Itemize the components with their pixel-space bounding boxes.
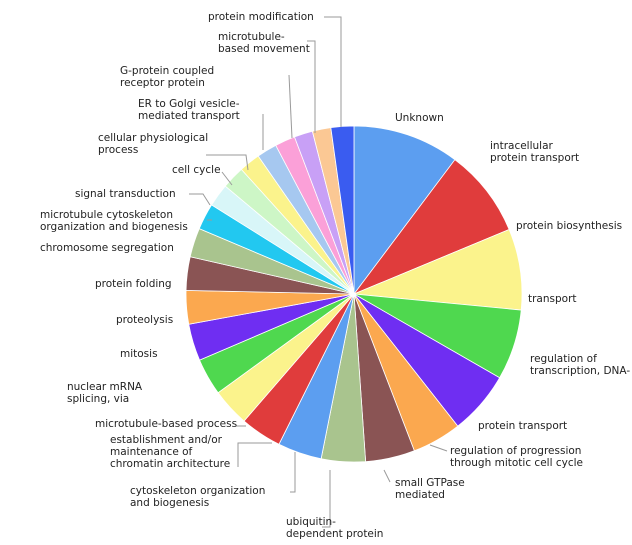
slice-label: cytoskeleton organization and biogenesis	[130, 485, 265, 509]
slice-label: mitosis	[120, 348, 158, 360]
slice-label: chromosome segregation	[40, 242, 174, 254]
slice-label: nuclear mRNA splicing, via	[67, 381, 143, 405]
slice-label: microtubule-based process	[95, 418, 237, 430]
slice-label: cell cycle	[172, 164, 221, 176]
slice-label: microtubule-based movement	[218, 31, 310, 55]
slice-labels: Unknown intracellular protein transport pro…	[40, 11, 630, 540]
slice-label: regulation of progression through mitotic…	[450, 445, 583, 469]
slice-label: transport	[528, 293, 577, 305]
slice-label: G-protein coupled receptor protein	[120, 65, 214, 89]
leader-lines	[189, 16, 448, 528]
leader-line	[237, 442, 272, 467]
slice-label: ubiquitin-dependent protein	[286, 516, 383, 540]
leader-line	[383, 469, 391, 483]
slice-label: cellular physiological process	[98, 132, 208, 156]
leader-line	[206, 154, 249, 171]
slice-label: Unknown	[395, 112, 444, 124]
pie-slice	[353, 125, 456, 296]
slice-label: regulation of transcription, DNA-	[530, 353, 630, 377]
leader-line	[288, 74, 293, 139]
slice-label: protein modification	[208, 11, 314, 23]
slice-label: proteolysis	[116, 314, 173, 326]
leader-line	[189, 193, 211, 206]
leader-line	[322, 470, 331, 528]
slice-label: microtubule cytoskeleton organization and…	[40, 209, 188, 233]
leader-line	[307, 40, 316, 133]
pie-slice	[330, 125, 355, 295]
slice-label: ER to Golgi vesicle-mediated transport	[138, 98, 240, 122]
leader-line	[221, 171, 233, 186]
pie-slice	[352, 159, 510, 295]
leader-line	[290, 452, 296, 493]
slice-label: intracellular protein transport	[490, 140, 579, 164]
slice-label: signal transduction	[75, 188, 176, 200]
slice-label: establishment and/or maintenance of chroma…	[110, 434, 230, 470]
slice-label: protein folding	[95, 278, 172, 290]
pie-slices	[185, 125, 523, 463]
leader-line	[324, 16, 342, 127]
leader-line	[429, 444, 448, 452]
slice-label: protein transport	[478, 420, 567, 432]
slice-label: protein biosynthesis	[516, 220, 622, 232]
slice-label: small GTPase mediated	[395, 477, 465, 501]
